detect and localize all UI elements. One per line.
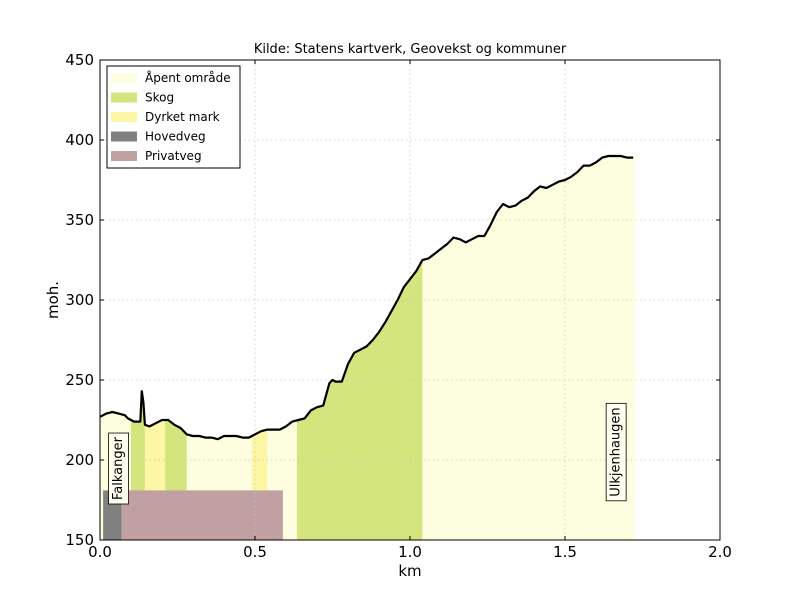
legend-swatch: [111, 112, 137, 122]
place-label-text: Ulkjenhaugen: [609, 407, 624, 496]
legend-swatch: [111, 151, 137, 161]
x-axis-label: km: [398, 562, 421, 580]
road-bars: [103, 490, 283, 540]
x-axis-ticks: 0.0 0.5 1.0 1.5 2.0: [88, 60, 732, 561]
land-cover-band: [422, 156, 635, 540]
profile-line-group: [99, 154, 634, 441]
chart-title: Kilde: Statens kartverk, Geovekst og kom…: [254, 42, 567, 57]
grid-lines: [100, 60, 720, 540]
x-tick-label: 1.0: [398, 543, 422, 561]
y-tick-label: 250: [65, 371, 94, 389]
y-tick-label: 200: [65, 451, 94, 469]
place-label-box: [108, 432, 129, 505]
place-label-box: [605, 402, 627, 502]
y-tick-label: 400: [65, 131, 94, 149]
land-cover-bands: [100, 156, 635, 540]
legend-label: Hovedveg: [145, 130, 206, 144]
place-labels: Falkanger Ulkjenhaugen: [108, 402, 627, 505]
place-label: Falkanger: [108, 432, 129, 505]
elevation-profile-line: [99, 154, 634, 441]
x-tick-label: 0.5: [243, 543, 267, 561]
legend-label: Åpent område: [145, 70, 231, 85]
legend-label: Privatveg: [145, 149, 202, 163]
y-tick-label: 450: [65, 51, 94, 69]
legend: Åpent område Skog Dyrket mark Hovedveg Priva…: [106, 65, 241, 169]
y-axis-ticks: 150 200 250 300 350 400 450: [65, 51, 720, 549]
place-label-text: Falkanger: [111, 436, 126, 500]
y-tick-label: 150: [65, 531, 94, 549]
land-cover-band: [296, 260, 423, 540]
legend-swatch: [111, 92, 137, 103]
place-label: Ulkjenhaugen: [605, 402, 627, 502]
x-tick-label: 2.0: [708, 543, 732, 561]
legend-swatch: [111, 131, 137, 142]
x-tick-label: 0.0: [88, 543, 112, 561]
y-axis-label: moh.: [44, 281, 62, 319]
y-tick-label: 300: [65, 291, 94, 309]
legend-label: Dyrket mark: [145, 110, 220, 124]
legend-swatch: [111, 73, 137, 83]
road-bar: [121, 490, 283, 540]
x-tick-label: 1.5: [553, 543, 577, 561]
legend-label: Skog: [145, 91, 174, 105]
y-tick-label: 350: [65, 211, 94, 229]
